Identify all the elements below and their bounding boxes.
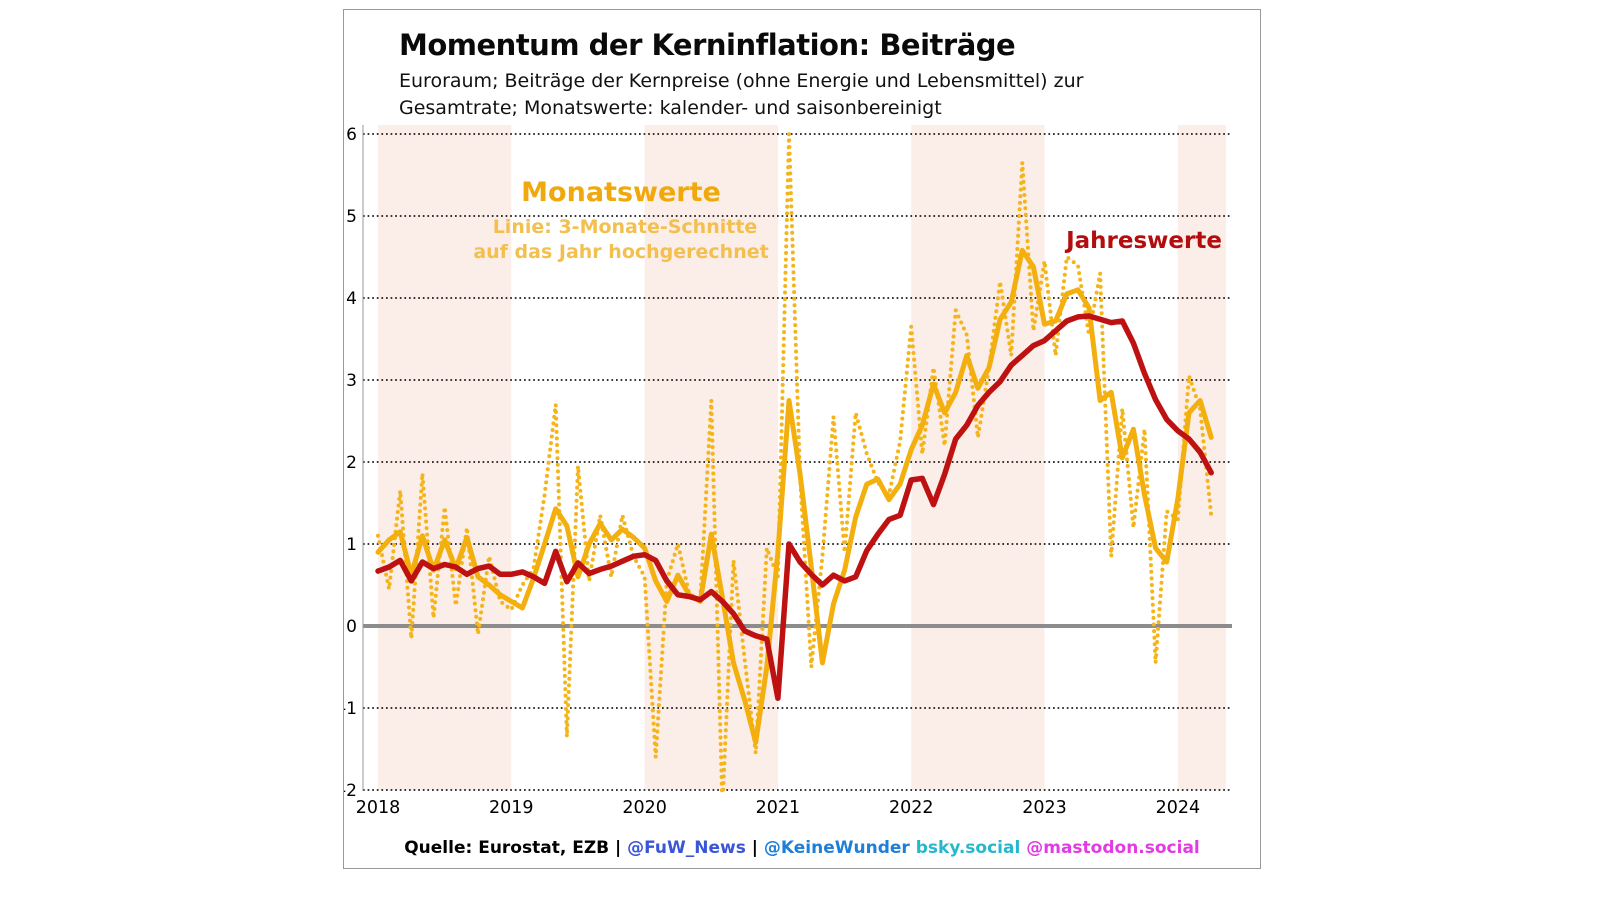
chart-subtitle-line1: Euroraum; Beiträge der Kernpreise (ohne … (399, 70, 1084, 92)
monthly-series-sublabel-line1: Linie: 3-Monate-Schnitte (492, 216, 758, 238)
footer-separator-2: | (745, 838, 764, 858)
source-footer: Quelle: Eurostat, EZB | @FuW_News | @Kei… (344, 838, 1260, 858)
x-tick-label-2018: 2018 (356, 798, 401, 818)
series-monthly-dotted (376, 132, 1214, 794)
footer-separator-1: | (609, 838, 628, 858)
y-tick-label-4: 4 (346, 289, 357, 309)
mastodon-social-handle: @mastodon.social (1020, 838, 1200, 858)
y-tick-label--2: -2 (344, 781, 357, 801)
x-tick-label-2023: 2023 (1022, 798, 1067, 818)
y-tick-label-6: 6 (346, 125, 357, 145)
series-3month-solid (375, 247, 1214, 745)
y-tick-label--1: -1 (344, 699, 357, 719)
series-annual-solid (375, 313, 1214, 701)
y-tick-label-2: 2 (346, 453, 357, 473)
bsky-social-text: bsky.social (909, 838, 1021, 858)
source-text: Quelle: Eurostat, EZB (404, 838, 610, 858)
keinewunder-handle: @KeineWunder (763, 838, 910, 858)
year-band-2018 (378, 125, 512, 790)
x-tick-label-2019: 2019 (489, 798, 534, 818)
x-tick-label-2020: 2020 (622, 798, 667, 818)
monthly-series-label: Monatswerte (521, 177, 721, 208)
y-tick-label-3: 3 (346, 371, 357, 391)
y-tick-label-1: 1 (346, 535, 357, 555)
y-tick-label-5: 5 (346, 207, 357, 227)
x-tick-label-2021: 2021 (756, 798, 801, 818)
year-band-2022 (911, 125, 1045, 790)
x-tick-label-2024: 2024 (1156, 798, 1201, 818)
chart-subtitle-line2: Gesamtrate; Monatswerte: kalender- und s… (399, 97, 942, 119)
chart-card: 6543210-1-22018201920202021202220232024 … (343, 9, 1261, 869)
x-tick-label-2022: 2022 (889, 798, 934, 818)
y-tick-label-0: 0 (346, 617, 357, 637)
chart-title: Momentum der Kerninflation: Beiträge (399, 28, 1016, 62)
monthly-series-sublabel-line2: auf das Jahr hochgerechnet (473, 241, 769, 263)
year-band-2020 (644, 125, 778, 790)
fuw-news-handle: @FuW_News (627, 838, 746, 858)
annual-series-label: Jahreswerte (1066, 228, 1222, 254)
